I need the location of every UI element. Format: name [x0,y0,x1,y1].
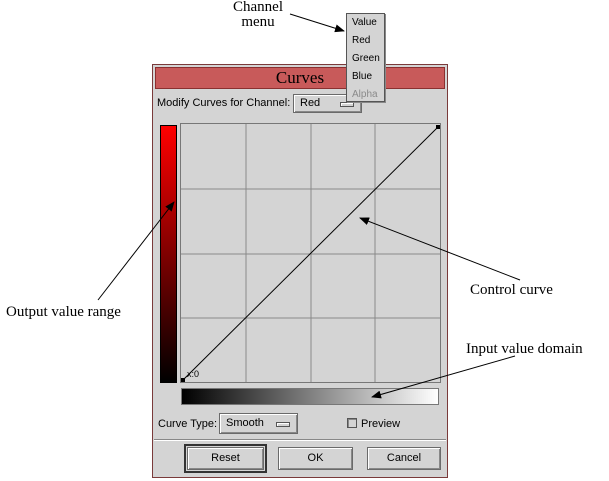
coordinate-readout: x:0 [187,369,200,379]
menu-item-value[interactable]: Value [352,17,377,28]
curve-graph-area[interactable] [180,123,441,383]
annotation-channel-menu-line2: menu [241,14,275,30]
menu-item-green[interactable]: Green [352,53,380,64]
channel-value: Red [300,97,321,109]
menu-item-blue[interactable]: Blue [352,71,373,82]
channel-label: Modify Curves for Channel: [157,97,291,109]
checkbox-icon[interactable] [347,418,357,428]
curve-control-point-low[interactable] [181,378,185,382]
curve-control-point-high[interactable] [436,125,440,129]
cancel-button[interactable]: Cancel [367,447,441,470]
annotation-channel-menu: Channel menu [228,0,288,30]
annotation-channel-menu-line1: Channel [233,0,283,15]
preview-label: Preview [361,418,401,430]
option-menu-indicator-icon [276,421,290,427]
output-value-range-bar [160,125,177,383]
arrow-channel-menu [289,13,345,33]
button-separator [154,439,446,441]
ok-button[interactable]: OK [278,447,353,470]
channel-popup-menu: Value Red Green Blue Alpha [346,13,385,102]
annotation-output-range: Output value range [6,304,121,320]
arrow-output-range [97,201,175,301]
control-curve[interactable] [182,126,439,381]
option-menu-indicator-icon [340,101,354,107]
menu-item-red[interactable]: Red [352,35,371,46]
menu-item-alpha: Alpha [352,89,378,100]
curve-type-value: Smooth [226,417,264,429]
arrow-control-curve [359,217,521,281]
annotation-control-curve: Control curve [470,282,553,298]
preview-checkbox[interactable]: Preview [347,418,400,430]
curve-type-label: Curve Type: [158,418,218,430]
curve-type-menu-button[interactable]: Smooth [219,413,298,434]
channel-menu-button[interactable]: Red [293,94,362,113]
reset-button[interactable]: Reset [184,444,267,473]
annotation-input-domain: Input value domain [466,341,583,357]
arrow-input-domain [371,355,516,399]
